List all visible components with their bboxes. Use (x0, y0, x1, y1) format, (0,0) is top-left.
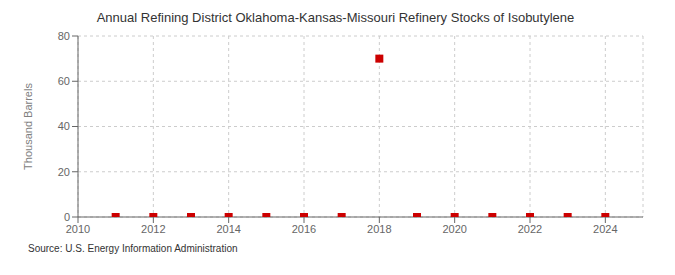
svg-text:2018: 2018 (367, 223, 391, 235)
svg-text:0: 0 (64, 211, 70, 223)
svg-text:Thousand Barrels: Thousand Barrels (22, 83, 34, 170)
svg-text:20: 20 (58, 166, 70, 178)
html-text:Annual Refining District Oklah: Annual Refining District Oklahoma-Kansas… (96, 10, 575, 25)
svg-text:2014: 2014 (216, 223, 240, 235)
svg-text:2012: 2012 (141, 223, 165, 235)
svg-text:60: 60 (58, 75, 70, 87)
svg-text:2020: 2020 (442, 223, 466, 235)
svg-text:2016: 2016 (292, 223, 316, 235)
svg-text:2024: 2024 (593, 223, 617, 235)
html-text:Source: U.S. Energy Informatio: Source: U.S. Energy Information Administ… (28, 243, 238, 254)
svg-text:80: 80 (58, 30, 70, 42)
svg-text:2022: 2022 (518, 223, 542, 235)
svg-text:40: 40 (58, 120, 70, 132)
svg-text:2010: 2010 (66, 223, 90, 235)
